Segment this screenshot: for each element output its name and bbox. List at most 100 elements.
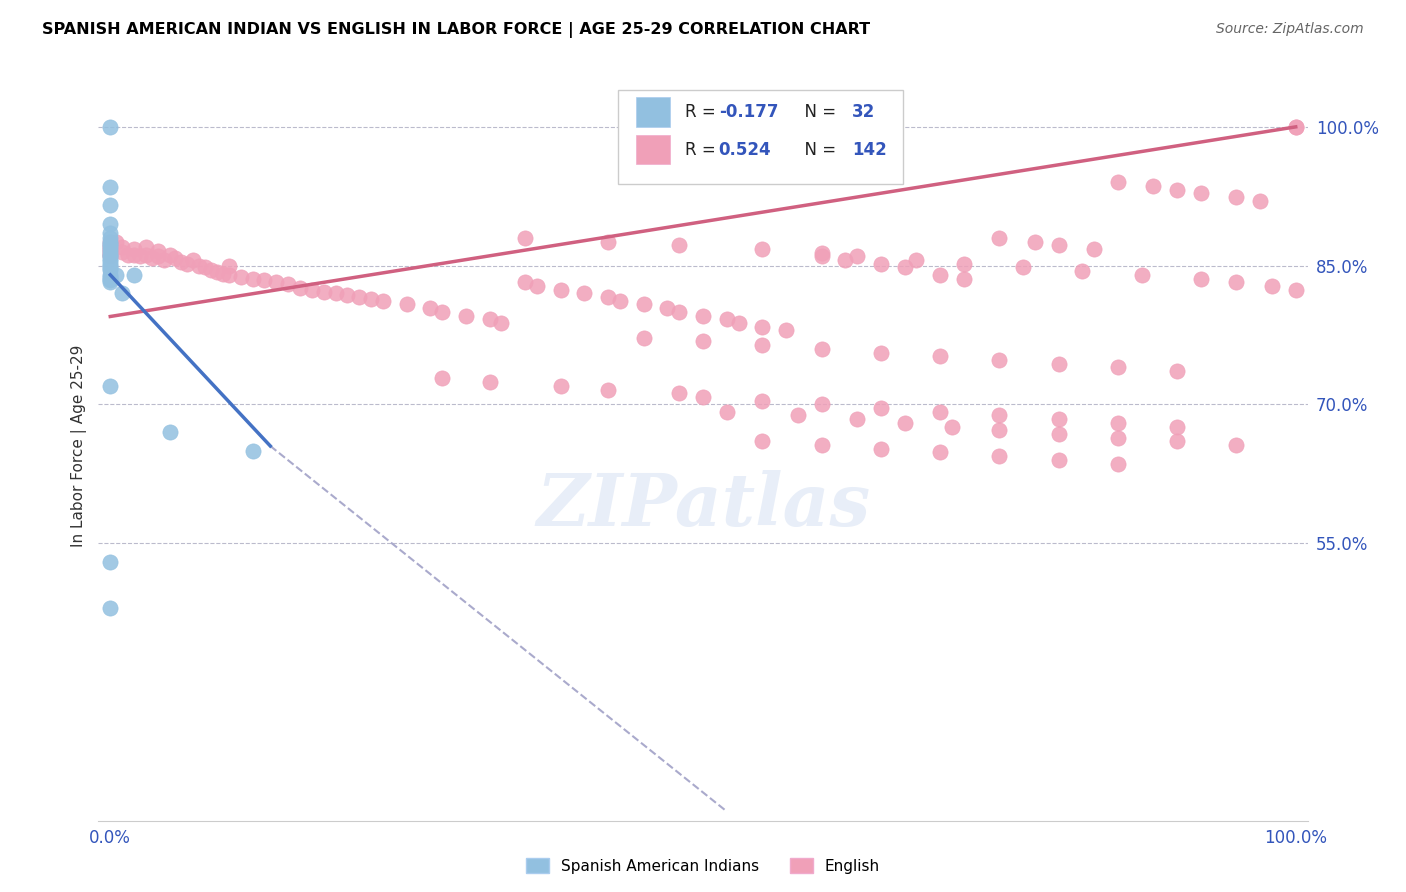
Point — [727, 316, 749, 330]
Point — [98, 244, 121, 258]
Point — [952, 257, 974, 271]
Point — [893, 260, 915, 275]
Point — [242, 271, 264, 285]
Point — [105, 268, 128, 282]
Point — [218, 259, 240, 273]
Point — [98, 238, 121, 252]
Point — [212, 267, 235, 281]
Point — [98, 379, 121, 393]
Point — [598, 290, 620, 304]
Point — [98, 198, 121, 212]
Point — [550, 283, 572, 297]
Point — [242, 443, 264, 458]
Point — [98, 226, 121, 240]
Point — [98, 239, 121, 253]
Point — [1107, 416, 1129, 430]
Point — [98, 235, 121, 250]
Point — [98, 237, 121, 252]
Point — [288, 281, 311, 295]
Point — [1107, 360, 1129, 375]
Point — [692, 334, 714, 349]
Point — [277, 277, 299, 292]
Point — [98, 247, 121, 261]
Point — [834, 253, 856, 268]
Point — [98, 242, 121, 256]
Point — [253, 273, 276, 287]
Point — [98, 263, 121, 277]
Point — [775, 323, 797, 337]
Point — [395, 297, 418, 311]
Text: -0.177: -0.177 — [718, 103, 778, 120]
Point — [98, 242, 121, 256]
Point — [810, 342, 832, 356]
Point — [1107, 175, 1129, 189]
Point — [1225, 275, 1247, 289]
Point — [598, 383, 620, 397]
Point — [810, 245, 832, 260]
Point — [751, 393, 773, 408]
Point — [301, 283, 323, 297]
Point — [1083, 242, 1105, 256]
Point — [609, 293, 631, 308]
Point — [122, 268, 145, 282]
Point — [633, 331, 655, 345]
Text: Source: ZipAtlas.com: Source: ZipAtlas.com — [1216, 22, 1364, 37]
Point — [98, 217, 121, 231]
Text: R =: R = — [685, 103, 721, 120]
Point — [1047, 427, 1070, 442]
Point — [122, 242, 145, 256]
Point — [98, 273, 121, 287]
Text: 142: 142 — [852, 141, 886, 159]
Point — [810, 438, 832, 452]
Point — [98, 259, 121, 273]
Point — [1225, 438, 1247, 452]
Point — [633, 297, 655, 311]
Point — [598, 235, 620, 249]
Text: N =: N = — [793, 103, 841, 120]
Point — [105, 235, 128, 250]
Point — [98, 269, 121, 284]
Point — [657, 301, 679, 315]
Point — [117, 247, 139, 261]
Point — [98, 249, 121, 263]
Point — [1285, 120, 1308, 134]
Point — [526, 279, 548, 293]
Point — [360, 292, 382, 306]
Point — [200, 263, 222, 277]
Point — [218, 268, 240, 282]
Point — [988, 231, 1011, 245]
Point — [692, 309, 714, 323]
Point — [893, 416, 915, 430]
Point — [869, 345, 891, 359]
Point — [205, 265, 228, 279]
Point — [478, 375, 501, 389]
Point — [1189, 186, 1212, 201]
Point — [98, 180, 121, 194]
Bar — [637, 135, 671, 164]
Point — [952, 271, 974, 285]
Point — [751, 242, 773, 256]
Point — [152, 253, 174, 268]
Bar — [637, 96, 671, 127]
Point — [1047, 238, 1070, 252]
Point — [325, 286, 347, 301]
Point — [111, 240, 134, 254]
Point — [668, 305, 690, 319]
Text: N =: N = — [793, 141, 841, 159]
Point — [181, 253, 204, 268]
Point — [1047, 453, 1070, 467]
Point — [1166, 419, 1188, 434]
Point — [929, 445, 952, 459]
Point — [98, 271, 121, 285]
Point — [905, 253, 928, 268]
Point — [98, 231, 121, 245]
Point — [1047, 357, 1070, 371]
Point — [98, 600, 121, 615]
Point — [668, 238, 690, 252]
Point — [810, 249, 832, 263]
Point — [988, 449, 1011, 463]
Point — [988, 423, 1011, 437]
Point — [146, 244, 169, 258]
Point — [478, 312, 501, 326]
Point — [165, 251, 187, 265]
